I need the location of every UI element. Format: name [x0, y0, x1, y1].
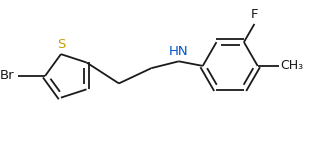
Text: HN: HN — [169, 45, 189, 58]
Text: F: F — [251, 8, 258, 21]
Text: Br: Br — [0, 69, 15, 82]
Text: CH₃: CH₃ — [280, 59, 304, 72]
Text: S: S — [58, 38, 66, 51]
